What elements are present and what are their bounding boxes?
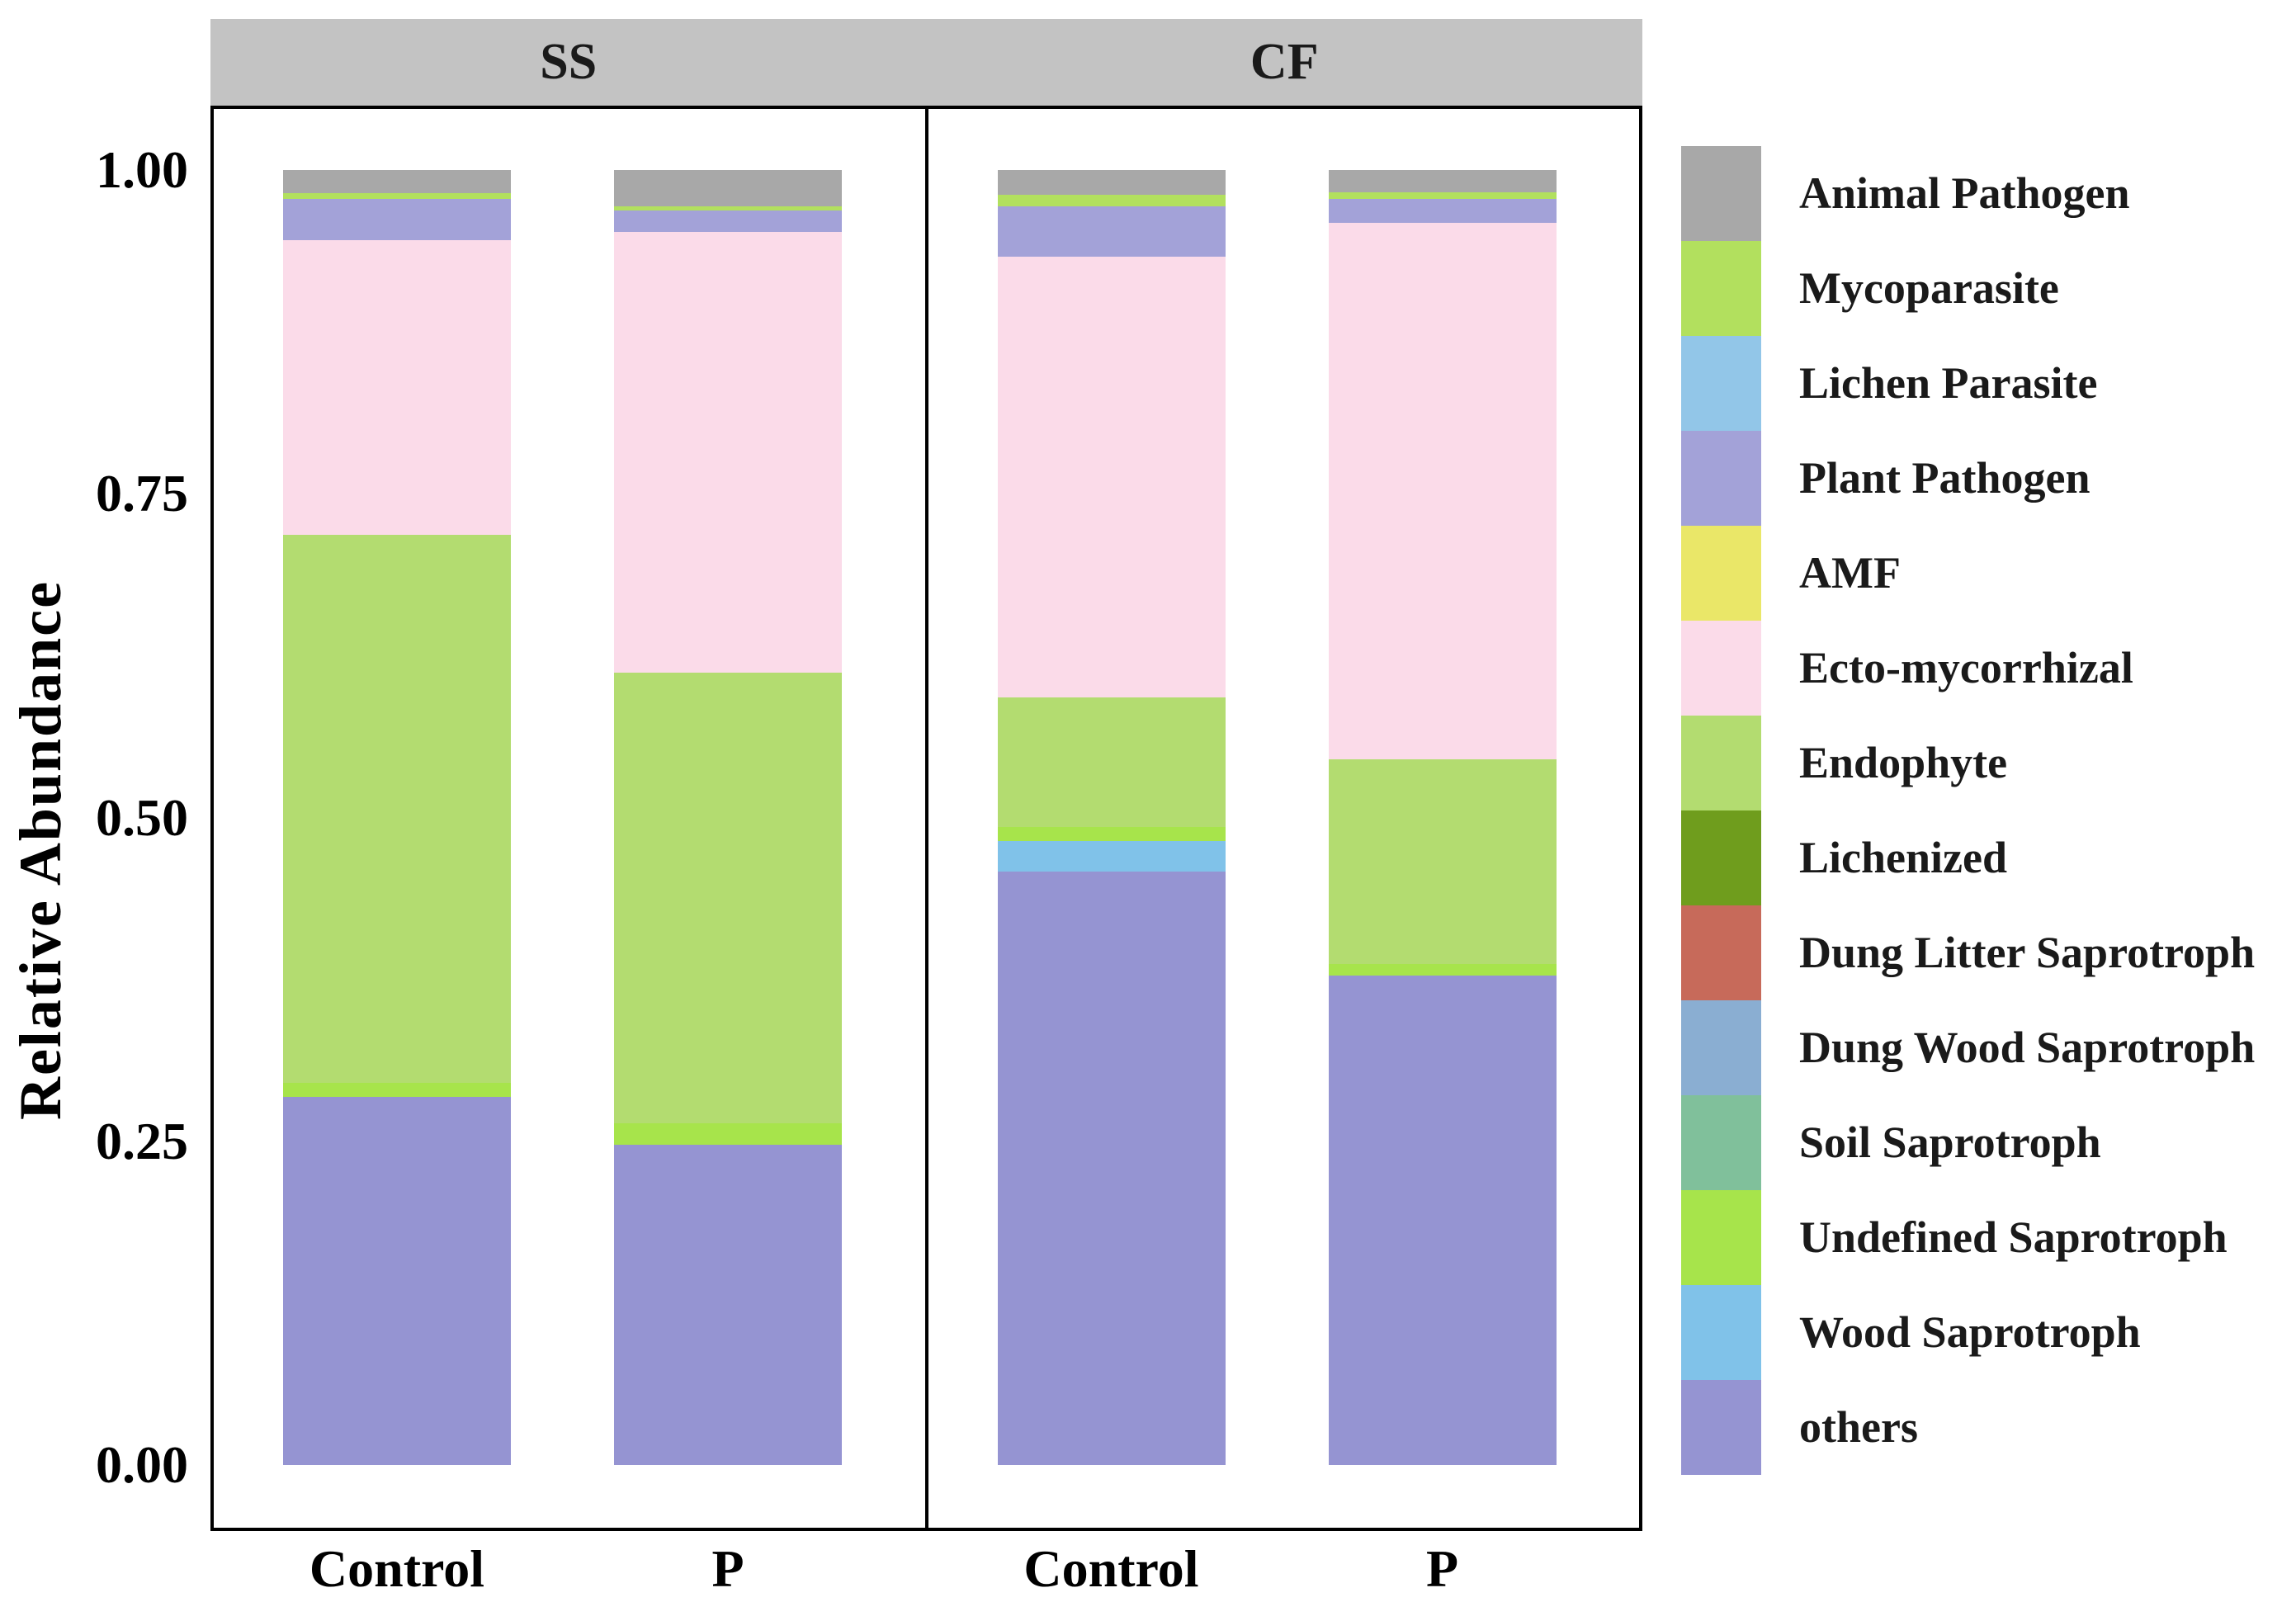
y-tick-label-0.25: 0.25 xyxy=(96,1111,188,1170)
bar-segment-endophyte xyxy=(614,672,842,1123)
bar-segment-ecto-mycorrhizal xyxy=(997,257,1226,697)
bar-segment-mycoparasite xyxy=(1328,191,1557,199)
panels xyxy=(210,106,1642,1531)
legend-swatch-dung-wood-saprotroph xyxy=(1681,1000,1761,1095)
legend-label-mycoparasite: Mycoparasite xyxy=(1799,263,2059,313)
bar-segment-others xyxy=(997,872,1226,1465)
legend-label-plant-pathogen: Plant Pathogen xyxy=(1799,453,2090,503)
bar-segment-ecto-mycorrhizal xyxy=(283,239,511,536)
bar-segment-ecto-mycorrhizal xyxy=(614,232,842,673)
legend-swatch-soil-saprotroph xyxy=(1681,1095,1761,1190)
legend-label-wood-saprotroph: Wood Saprotroph xyxy=(1799,1307,2141,1357)
legend-label-amf: AMF xyxy=(1799,548,1901,598)
bar-segment-others xyxy=(283,1097,511,1465)
bar-segment-plant-pathogen xyxy=(997,206,1226,258)
bar-segment-endophyte xyxy=(997,697,1226,827)
bar-segment-animal-pathogen xyxy=(614,170,842,206)
bar-cf-control xyxy=(997,170,1226,1465)
bar-segment-plant-pathogen xyxy=(1328,198,1557,224)
legend-label-ecto-mycorrhizal: Ecto-mycorrhizal xyxy=(1799,643,2133,692)
bar-segment-mycoparasite xyxy=(283,193,511,199)
legend-swatch-dung-litter-saprotroph xyxy=(1681,905,1761,1000)
facet-strip: SS CF xyxy=(210,19,1642,106)
x-axis-label-ss-control: Control xyxy=(309,1539,485,1598)
y-tick-label-0.75: 0.75 xyxy=(96,464,188,523)
legend-swatch-wood-saprotroph xyxy=(1681,1285,1761,1380)
bar-segment-animal-pathogen xyxy=(283,170,511,194)
bar-cf-p xyxy=(1328,170,1557,1465)
bar-segment-mycoparasite xyxy=(997,194,1226,206)
legend-swatch-ecto-mycorrhizal xyxy=(1681,621,1761,716)
bar-segment-undefined-saprotroph xyxy=(283,1083,511,1098)
legend-swatch-undefined-saprotroph xyxy=(1681,1190,1761,1285)
legend-swatch-mycoparasite xyxy=(1681,241,1761,336)
x-axis-label-ss-p: P xyxy=(711,1539,744,1598)
legend-label-lichen-parasite: Lichen Parasite xyxy=(1799,358,2098,408)
bar-ss-control xyxy=(283,170,511,1465)
bar-segment-undefined-saprotroph xyxy=(614,1122,842,1146)
legend-label-undefined-saprotroph: Undefined Saprotroph xyxy=(1799,1212,2227,1262)
legend-label-soil-saprotroph: Soil Saprotroph xyxy=(1799,1118,2101,1167)
legend-swatch-amf xyxy=(1681,526,1761,621)
y-tick-label-1.00: 1.00 xyxy=(96,140,188,199)
bar-segment-undefined-saprotroph xyxy=(1328,963,1557,976)
legend-label-dung-wood-saprotroph: Dung Wood Saprotroph xyxy=(1799,1023,2256,1072)
bar-segment-animal-pathogen xyxy=(1328,170,1557,192)
bar-segment-plant-pathogen xyxy=(614,210,842,233)
plot-area: SS CF xyxy=(210,19,1642,1531)
legend-label-animal-pathogen: Animal Pathogen xyxy=(1799,168,2130,218)
legend-label-endophyte: Endophyte xyxy=(1799,738,2008,787)
bar-ss-p xyxy=(614,170,842,1465)
bar-segment-wood-saprotroph xyxy=(997,840,1226,872)
legend-swatch-endophyte xyxy=(1681,716,1761,810)
facet-label-cf: CF xyxy=(1250,34,1319,90)
bar-segment-others xyxy=(614,1145,842,1465)
bar-segment-endophyte xyxy=(1328,758,1557,964)
x-axis-label-cf-p: P xyxy=(1425,1539,1459,1598)
bar-segment-plant-pathogen xyxy=(283,198,511,240)
bar-segment-ecto-mycorrhizal xyxy=(1328,223,1557,759)
y-tick-label-0.50: 0.50 xyxy=(96,787,188,847)
facet-label-ss: SS xyxy=(540,34,598,90)
legend-swatch-animal-pathogen xyxy=(1681,146,1761,241)
panel-divider xyxy=(924,109,928,1528)
legend-swatch-lichenized xyxy=(1681,810,1761,905)
legend-label-lichenized: Lichenized xyxy=(1799,833,2007,882)
y-tick-label-0.00: 0.00 xyxy=(96,1435,188,1494)
bar-segment-others xyxy=(1328,975,1557,1465)
bar-segment-endophyte xyxy=(283,535,511,1084)
x-axis-label-cf-control: Control xyxy=(1023,1539,1199,1598)
legend-label-others: others xyxy=(1799,1402,1918,1452)
legend-label-dung-litter-saprotroph: Dung Litter Saprotroph xyxy=(1799,928,2256,977)
legend-swatch-others xyxy=(1681,1380,1761,1475)
y-axis-title: Relative Abundance xyxy=(7,579,73,1121)
bar-segment-animal-pathogen xyxy=(997,170,1226,195)
legend-swatch-lichen-parasite xyxy=(1681,336,1761,431)
legend-swatch-plant-pathogen xyxy=(1681,431,1761,526)
bar-segment-mycoparasite xyxy=(614,206,842,210)
bar-segment-undefined-saprotroph xyxy=(997,826,1226,841)
